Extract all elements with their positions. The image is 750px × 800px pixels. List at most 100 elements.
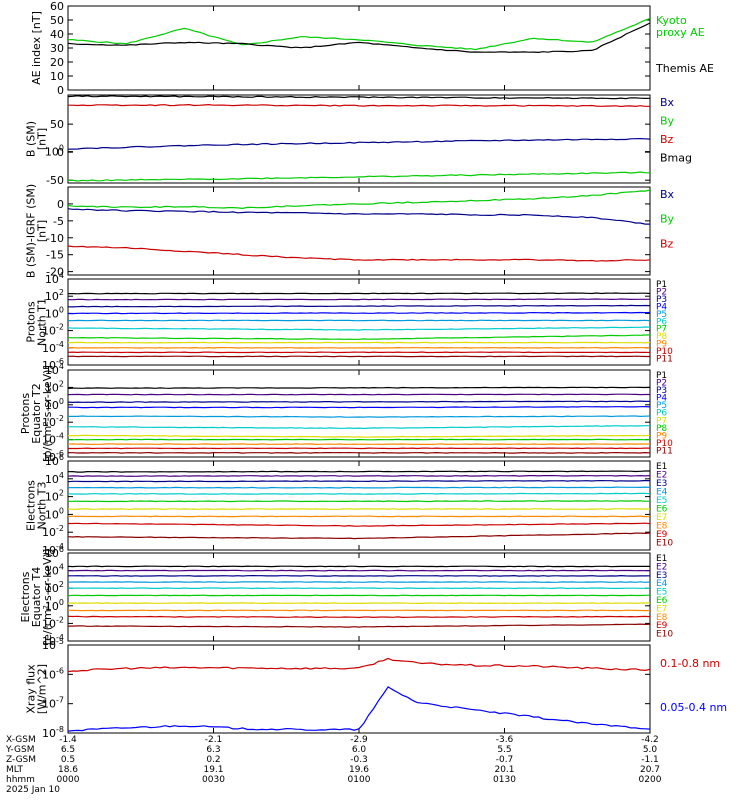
y-tick-label: 10-8 bbox=[42, 725, 64, 740]
axis-table-value: 20.7 bbox=[640, 765, 660, 775]
series-line-e10 bbox=[67, 532, 651, 540]
series-line-p3 bbox=[67, 400, 651, 404]
axis-table-value: -2.1 bbox=[205, 735, 223, 745]
y-axis-label: Protons bbox=[25, 301, 38, 342]
legend-entry: P3 bbox=[656, 295, 667, 305]
legend-entry: 0.1-0.8 nm bbox=[660, 657, 720, 670]
axis-table-value: 0100 bbox=[348, 775, 371, 785]
y-axis-label: Electrons bbox=[19, 571, 32, 622]
axis-table-label: hhmm bbox=[6, 775, 35, 785]
series-line-bz bbox=[67, 245, 651, 262]
y-tick-label: 10-6 bbox=[42, 357, 64, 372]
axis-table-value: 6.3 bbox=[206, 745, 220, 755]
y-tick-label: 102 bbox=[45, 379, 64, 394]
legend-entry: E8 bbox=[656, 613, 668, 623]
y-tick-label: 104 bbox=[45, 362, 64, 377]
legend-entry: By bbox=[660, 213, 675, 226]
series-line-e9 bbox=[67, 615, 651, 619]
legend-entry: P9 bbox=[656, 431, 667, 441]
y-axis-label: [nT] bbox=[36, 128, 49, 150]
legend-entry: E3 bbox=[656, 571, 667, 581]
y-tick-label: 10-4 bbox=[42, 542, 64, 557]
series-line-p7 bbox=[68, 434, 651, 438]
legend-entry: E2 bbox=[656, 471, 667, 481]
series-line-p9 bbox=[68, 346, 651, 349]
axis-table-value: -0.3 bbox=[350, 755, 368, 765]
axis-table-label: Z-GSM bbox=[6, 755, 36, 765]
legend-entry: E1 bbox=[656, 462, 667, 472]
y-tick-label: -10 bbox=[46, 232, 64, 245]
y-tick-label: 0 bbox=[57, 146, 64, 159]
series-line-themis-ae bbox=[67, 22, 651, 54]
axis-table-label: X-GSM bbox=[6, 735, 36, 745]
panel-8: 10-8 10-7 10-6 10-5 Xray flux[W/m^2] 0.1-0.8 … bbox=[25, 637, 728, 740]
series-line-0-05-0-4-nm bbox=[67, 686, 651, 732]
axis-table-label: Y-GSM bbox=[5, 745, 34, 755]
legend-entry: P4 bbox=[656, 302, 667, 312]
axis-table-value: 19.1 bbox=[203, 765, 223, 775]
panel-2: -50 0 50 100 B (SM)[nT] Bx By Bz Bmag bbox=[25, 94, 692, 187]
y-tick-label: 10-2 bbox=[42, 414, 64, 429]
axis-table-value: 0130 bbox=[493, 775, 516, 785]
axis-table-value: 0030 bbox=[202, 775, 225, 785]
axis-table-value: -0.7 bbox=[496, 755, 514, 765]
series-line-e10 bbox=[68, 623, 651, 628]
series-line-p4 bbox=[68, 405, 651, 409]
axis-table-value: 6.5 bbox=[61, 745, 75, 755]
legend-entry: P9 bbox=[656, 340, 667, 350]
y-tick-label: 10-5 bbox=[42, 637, 64, 652]
series-line-0-1-0-8-nm bbox=[67, 657, 651, 673]
series-line-p6 bbox=[67, 326, 651, 331]
legend-entry: E7 bbox=[656, 604, 667, 614]
series-line-p8 bbox=[68, 341, 651, 344]
series-line-p3 bbox=[67, 304, 651, 308]
legend-entry: E3 bbox=[656, 479, 667, 489]
series-line-e8 bbox=[67, 515, 651, 518]
legend-entry: P11 bbox=[656, 446, 673, 456]
y-axis-label: B (SM)-IGRF (SM) bbox=[25, 184, 38, 278]
series-line-e8 bbox=[67, 609, 651, 612]
y-axis-label: North T3 bbox=[36, 482, 49, 530]
y-tick-label: 50 bbox=[50, 14, 64, 27]
legend-entry: P10 bbox=[656, 347, 673, 357]
legend-entry: P3 bbox=[656, 386, 667, 396]
y-tick-label: 100 bbox=[45, 144, 64, 159]
axis-table-value: 6.0 bbox=[352, 745, 367, 755]
y-axis-label: Electrons bbox=[25, 480, 38, 531]
axis-table-value: -4.2 bbox=[641, 735, 659, 745]
series-line-p10 bbox=[67, 351, 651, 354]
y-tick-label: 10-4 bbox=[42, 432, 64, 447]
y-tick-label: 100 bbox=[45, 506, 64, 521]
y-tick-label: 106 bbox=[45, 453, 64, 468]
y-tick-label: 0 bbox=[57, 198, 64, 211]
y-axis-label: North T1 bbox=[36, 298, 49, 346]
series-line-e1 bbox=[67, 470, 650, 473]
axis-table-value: 20.1 bbox=[494, 765, 514, 775]
axis-table-value: 19.6 bbox=[349, 765, 369, 775]
series-line-p5 bbox=[67, 415, 651, 418]
legend-entry: P2 bbox=[656, 379, 667, 389]
panel-frame bbox=[67, 5, 651, 91]
series-line-e5 bbox=[67, 492, 651, 495]
series-line-e9 bbox=[68, 522, 651, 527]
series-line-by bbox=[67, 171, 651, 182]
legend-entry: P10 bbox=[656, 439, 673, 449]
y-tick-label: 102 bbox=[45, 489, 64, 504]
y-tick-label: 10 bbox=[50, 70, 64, 83]
axis-table-value: -3.6 bbox=[496, 735, 514, 745]
legend-entry: P4 bbox=[656, 394, 667, 404]
series-line-bx bbox=[67, 208, 650, 225]
legend-entry: E10 bbox=[656, 630, 673, 640]
axis-table-value: 18.6 bbox=[58, 765, 78, 775]
axis-table-value: -2.9 bbox=[350, 735, 368, 745]
y-tick-label: 102 bbox=[45, 288, 64, 303]
axis-table-label: MLT bbox=[6, 765, 24, 775]
panel-frame bbox=[67, 460, 651, 551]
y-axis-label: Equator T4 bbox=[30, 567, 43, 627]
series-line-p4 bbox=[67, 311, 651, 315]
y-tick-label: 10-2 bbox=[42, 524, 64, 539]
y-tick-label: 106 bbox=[45, 545, 64, 560]
y-tick-label: 30 bbox=[50, 42, 64, 55]
legend-entry: P1 bbox=[656, 280, 667, 290]
